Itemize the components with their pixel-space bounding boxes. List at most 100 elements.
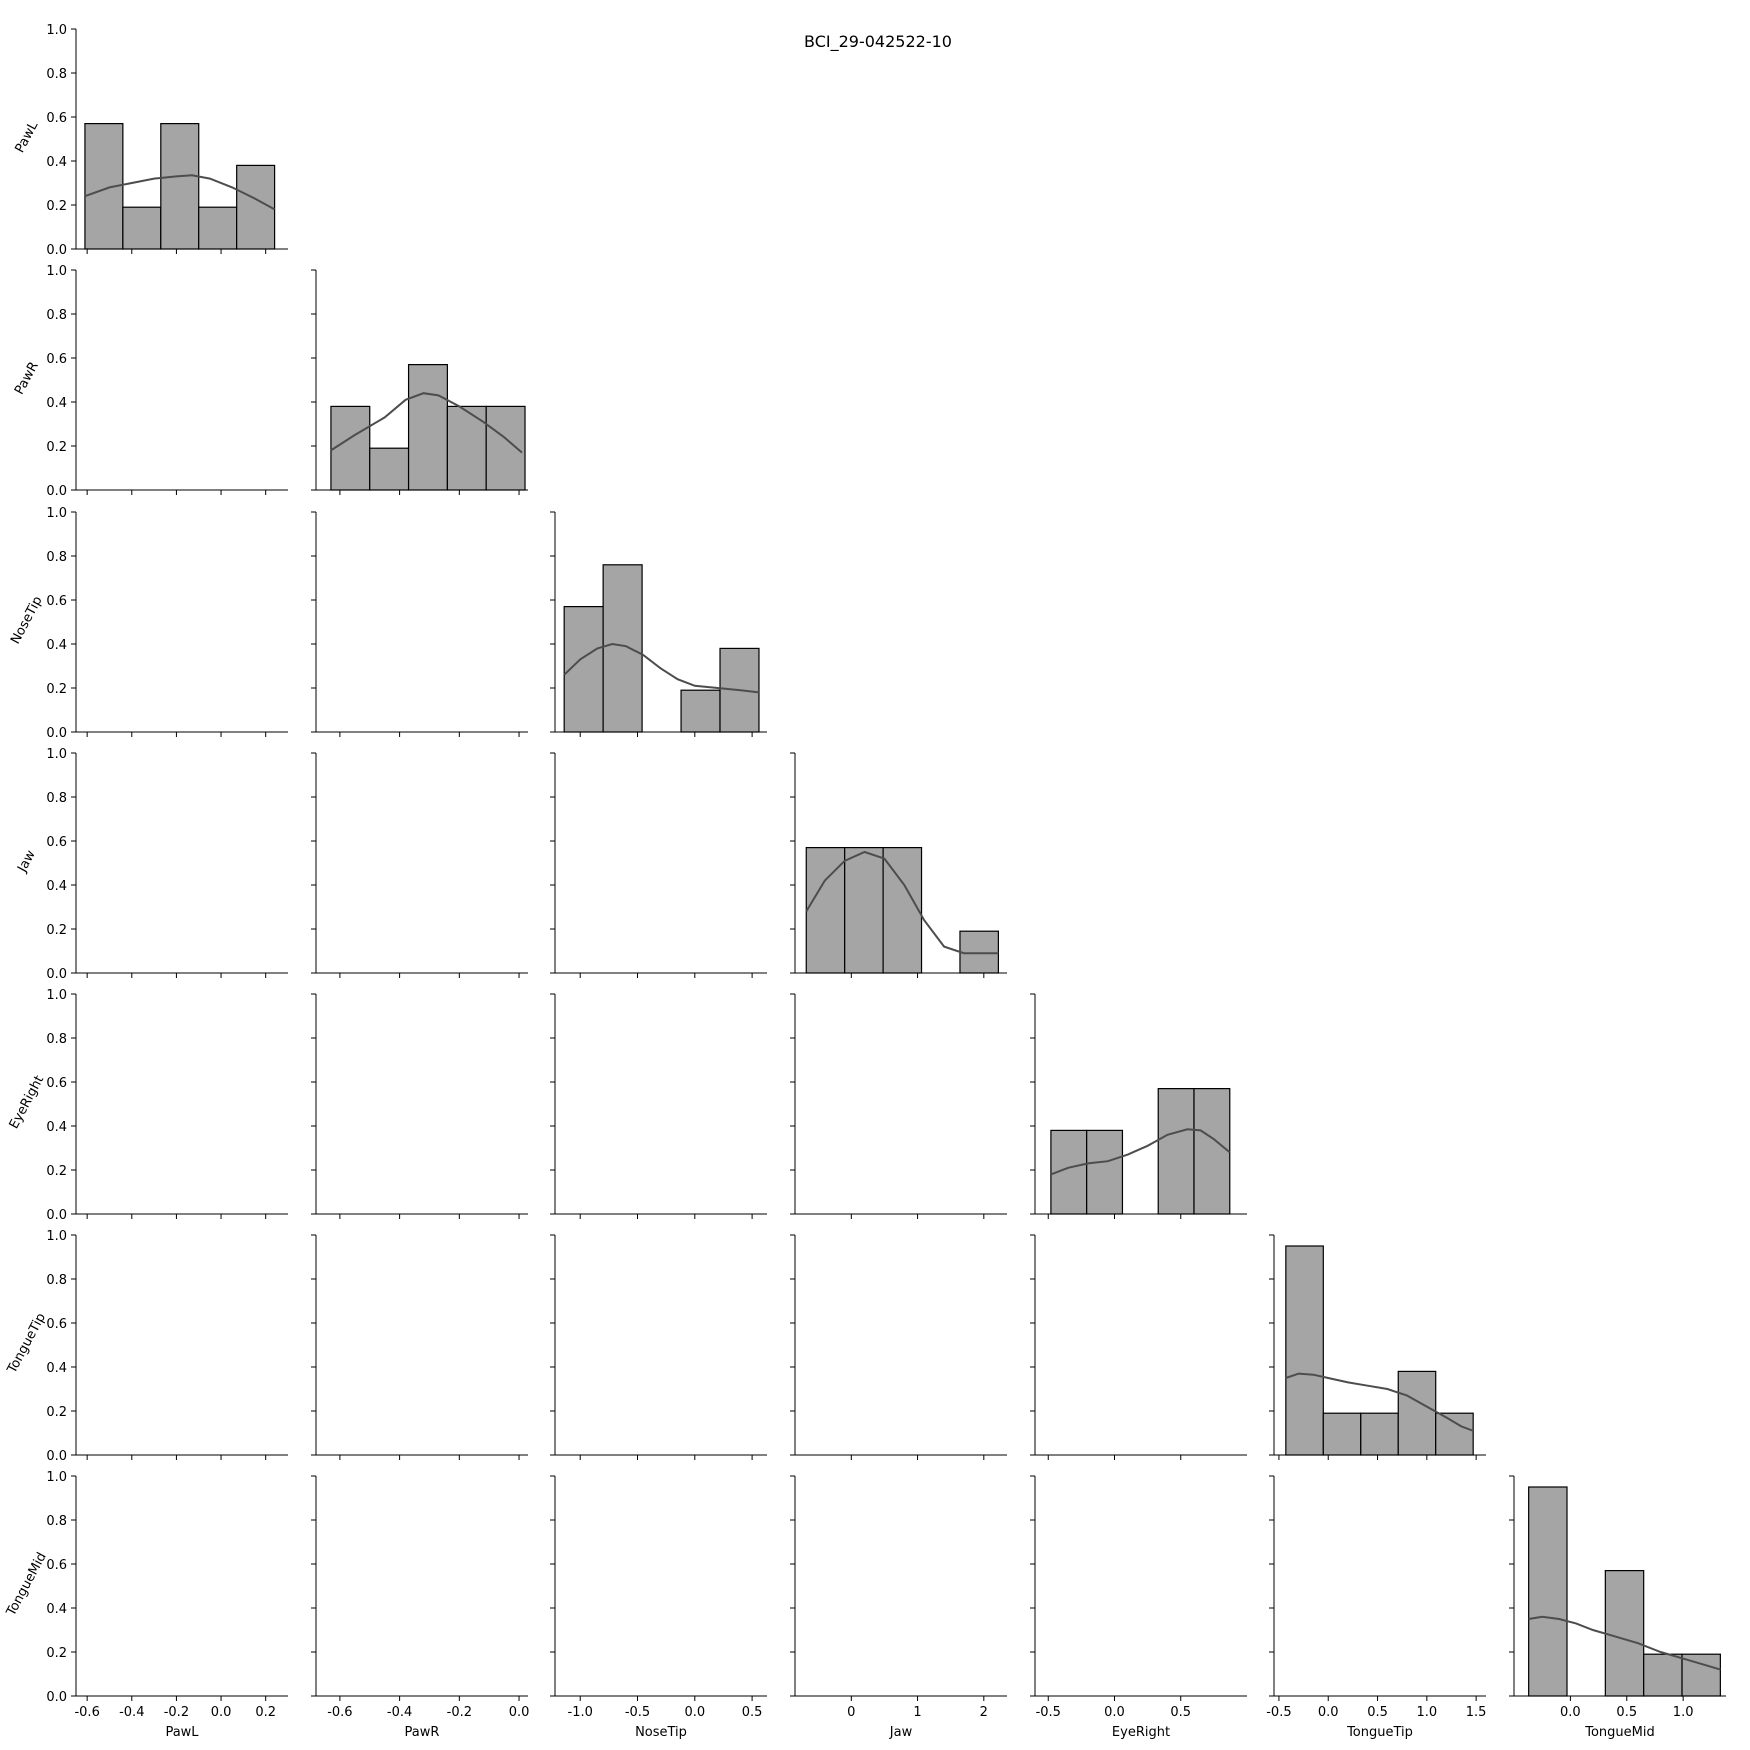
- subplot-EyeRight-EyeRight: [1030, 993, 1247, 1219]
- subplot-TongueMid-TongueMid: 0.0 0.5 1.0 TongueMid: [1509, 1475, 1726, 1740]
- x-tick-label: -0.2: [164, 1705, 189, 1720]
- x-tick-label: -0.4: [387, 1705, 412, 1720]
- subplot-TongueMid-NoseTip: -1.0 -0.5 0.0 0.5 NoseTip: [550, 1475, 767, 1740]
- x-tick-label: 1.0: [1416, 1705, 1437, 1720]
- y-tick-label: 0.2: [46, 1164, 67, 1179]
- y-tick-label: 0.0: [46, 243, 67, 258]
- y-tick-label: 0.8: [46, 1273, 67, 1288]
- histogram-bar: [1193, 1087, 1231, 1215]
- subplot-grid: 0.0 0.2 0.4 0.6 0.8 1.0 PawL 0.0 0.2 0.4 0.6 0.8 1.0…: [4, 23, 1726, 1740]
- y-axis-label: PawR: [12, 359, 42, 397]
- histogram-bar: [882, 846, 923, 974]
- y-tick-label: 0.2: [46, 923, 67, 938]
- subplot-TongueTip-PawL: 0.0 0.2 0.4 0.6 0.8 1.0 TongueTip: [4, 1229, 288, 1464]
- y-tick-label: 1.0: [46, 1470, 67, 1485]
- histogram-bar: [680, 689, 721, 733]
- y-tick-label: 0.2: [46, 199, 67, 214]
- subplot-TongueTip-PawR: [311, 1234, 528, 1460]
- histogram-bar: [1604, 1569, 1645, 1697]
- kde-curve: [805, 850, 999, 955]
- histogram-bar: [1397, 1370, 1437, 1456]
- histogram-bar: [369, 447, 410, 491]
- x-tick-label: 0.5: [1616, 1705, 1637, 1720]
- kde-curve: [1285, 1372, 1474, 1432]
- histogram-bar: [1528, 1486, 1568, 1697]
- x-tick-label: 0.5: [1170, 1705, 1191, 1720]
- x-tick-label: -1.0: [568, 1705, 593, 1720]
- x-tick-label: -0.2: [447, 1705, 472, 1720]
- histogram-bar: [330, 405, 371, 491]
- x-tick-label: -0.5: [1036, 1705, 1061, 1720]
- subplot-TongueMid-Jaw: 0 1 2 Jaw: [790, 1475, 1007, 1740]
- x-tick-label: 0.0: [211, 1705, 232, 1720]
- histogram-bar: [1435, 1412, 1474, 1456]
- y-tick-label: 0.2: [46, 1646, 67, 1661]
- kde-curve: [1528, 1615, 1721, 1671]
- subplot-TongueTip-NoseTip: [550, 1234, 767, 1460]
- x-tick-label: 0.5: [1367, 1705, 1388, 1720]
- histogram-bar: [485, 405, 526, 491]
- histogram-bar: [1285, 1245, 1324, 1456]
- y-tick-label: 0.6: [46, 1076, 67, 1091]
- x-tick-label: -0.6: [74, 1705, 99, 1720]
- subplot-PawR-PawR: [311, 269, 528, 495]
- y-tick-label: 0.8: [46, 1514, 67, 1529]
- y-tick-label: 1.0: [46, 506, 67, 521]
- subplot-EyeRight-NoseTip: [550, 993, 767, 1219]
- y-axis-label: TongueTip: [4, 1311, 49, 1377]
- x-axis-label: TongueMid: [1584, 1725, 1655, 1740]
- x-tick-label: 0.0: [684, 1705, 705, 1720]
- y-tick-label: 0.0: [46, 1449, 67, 1464]
- y-axis-label: PawL: [13, 119, 42, 156]
- y-tick-label: 1.0: [46, 988, 67, 1003]
- y-tick-label: 0.6: [46, 594, 67, 609]
- kde-curve: [330, 392, 523, 454]
- subplot-Jaw-PawR: [311, 752, 528, 978]
- x-axis-label: EyeRight: [1112, 1725, 1170, 1740]
- subplot-NoseTip-PawR: [311, 511, 528, 737]
- y-tick-label: 0.2: [46, 440, 67, 455]
- y-tick-label: 0.4: [46, 1120, 67, 1135]
- histogram-bar: [844, 846, 884, 974]
- x-axis-label: PawR: [405, 1725, 440, 1740]
- subplot-Jaw-PawL: 0.0 0.2 0.4 0.6 0.8 1.0 Jaw: [15, 747, 288, 982]
- subplot-EyeRight-Jaw: [790, 993, 1007, 1219]
- y-tick-label: 1.0: [46, 747, 67, 762]
- histogram-bar: [1157, 1087, 1195, 1215]
- x-tick-label: 2: [980, 1705, 988, 1720]
- x-tick-label: 0.0: [1560, 1705, 1581, 1720]
- histogram-bar: [1643, 1653, 1683, 1697]
- subplot-NoseTip-NoseTip: [550, 511, 767, 737]
- y-tick-label: 0.2: [46, 682, 67, 697]
- y-tick-label: 0.6: [46, 1558, 67, 1573]
- figure-title: BCI_29-042522-10: [804, 32, 952, 52]
- subplot-EyeRight-PawL: 0.0 0.2 0.4 0.6 0.8 1.0 EyeRight: [7, 988, 288, 1223]
- y-tick-label: 1.0: [46, 23, 67, 38]
- y-tick-label: 0.4: [46, 155, 67, 170]
- subplot-TongueMid-PawR: -0.6 -0.4 -0.2 0.0 PawR: [311, 1475, 529, 1740]
- kde-curve: [563, 642, 760, 694]
- histogram-bar: [1360, 1412, 1399, 1456]
- y-tick-label: 0.6: [46, 1317, 67, 1332]
- y-tick-label: 0.8: [46, 308, 67, 323]
- subplot-TongueTip-TongueTip: [1269, 1234, 1486, 1460]
- y-tick-label: 0.8: [46, 67, 67, 82]
- subplot-Jaw-NoseTip: [550, 752, 767, 978]
- x-tick-label: 1: [913, 1705, 921, 1720]
- x-tick-label: 1.0: [1673, 1705, 1694, 1720]
- subplot-PawL-PawL: 0.0 0.2 0.4 0.6 0.8 1.0 PawL: [13, 23, 288, 258]
- y-tick-label: 0.6: [46, 352, 67, 367]
- histogram-bar: [602, 564, 643, 733]
- y-tick-label: 0.8: [46, 550, 67, 565]
- histogram-bar: [959, 930, 999, 974]
- subplot-TongueMid-TongueTip: -0.5 0.0 0.5 1.0 1.5 TongueTip: [1266, 1475, 1486, 1740]
- subplot-TongueTip-EyeRight: [1030, 1234, 1247, 1460]
- y-tick-label: 0.0: [46, 1690, 67, 1705]
- y-tick-label: 0.8: [46, 791, 67, 806]
- subplot-EyeRight-PawR: [311, 993, 528, 1219]
- x-tick-label: 0.0: [1104, 1705, 1125, 1720]
- y-axis-label: TongueMid: [4, 1550, 50, 1619]
- y-tick-label: 0.4: [46, 879, 67, 894]
